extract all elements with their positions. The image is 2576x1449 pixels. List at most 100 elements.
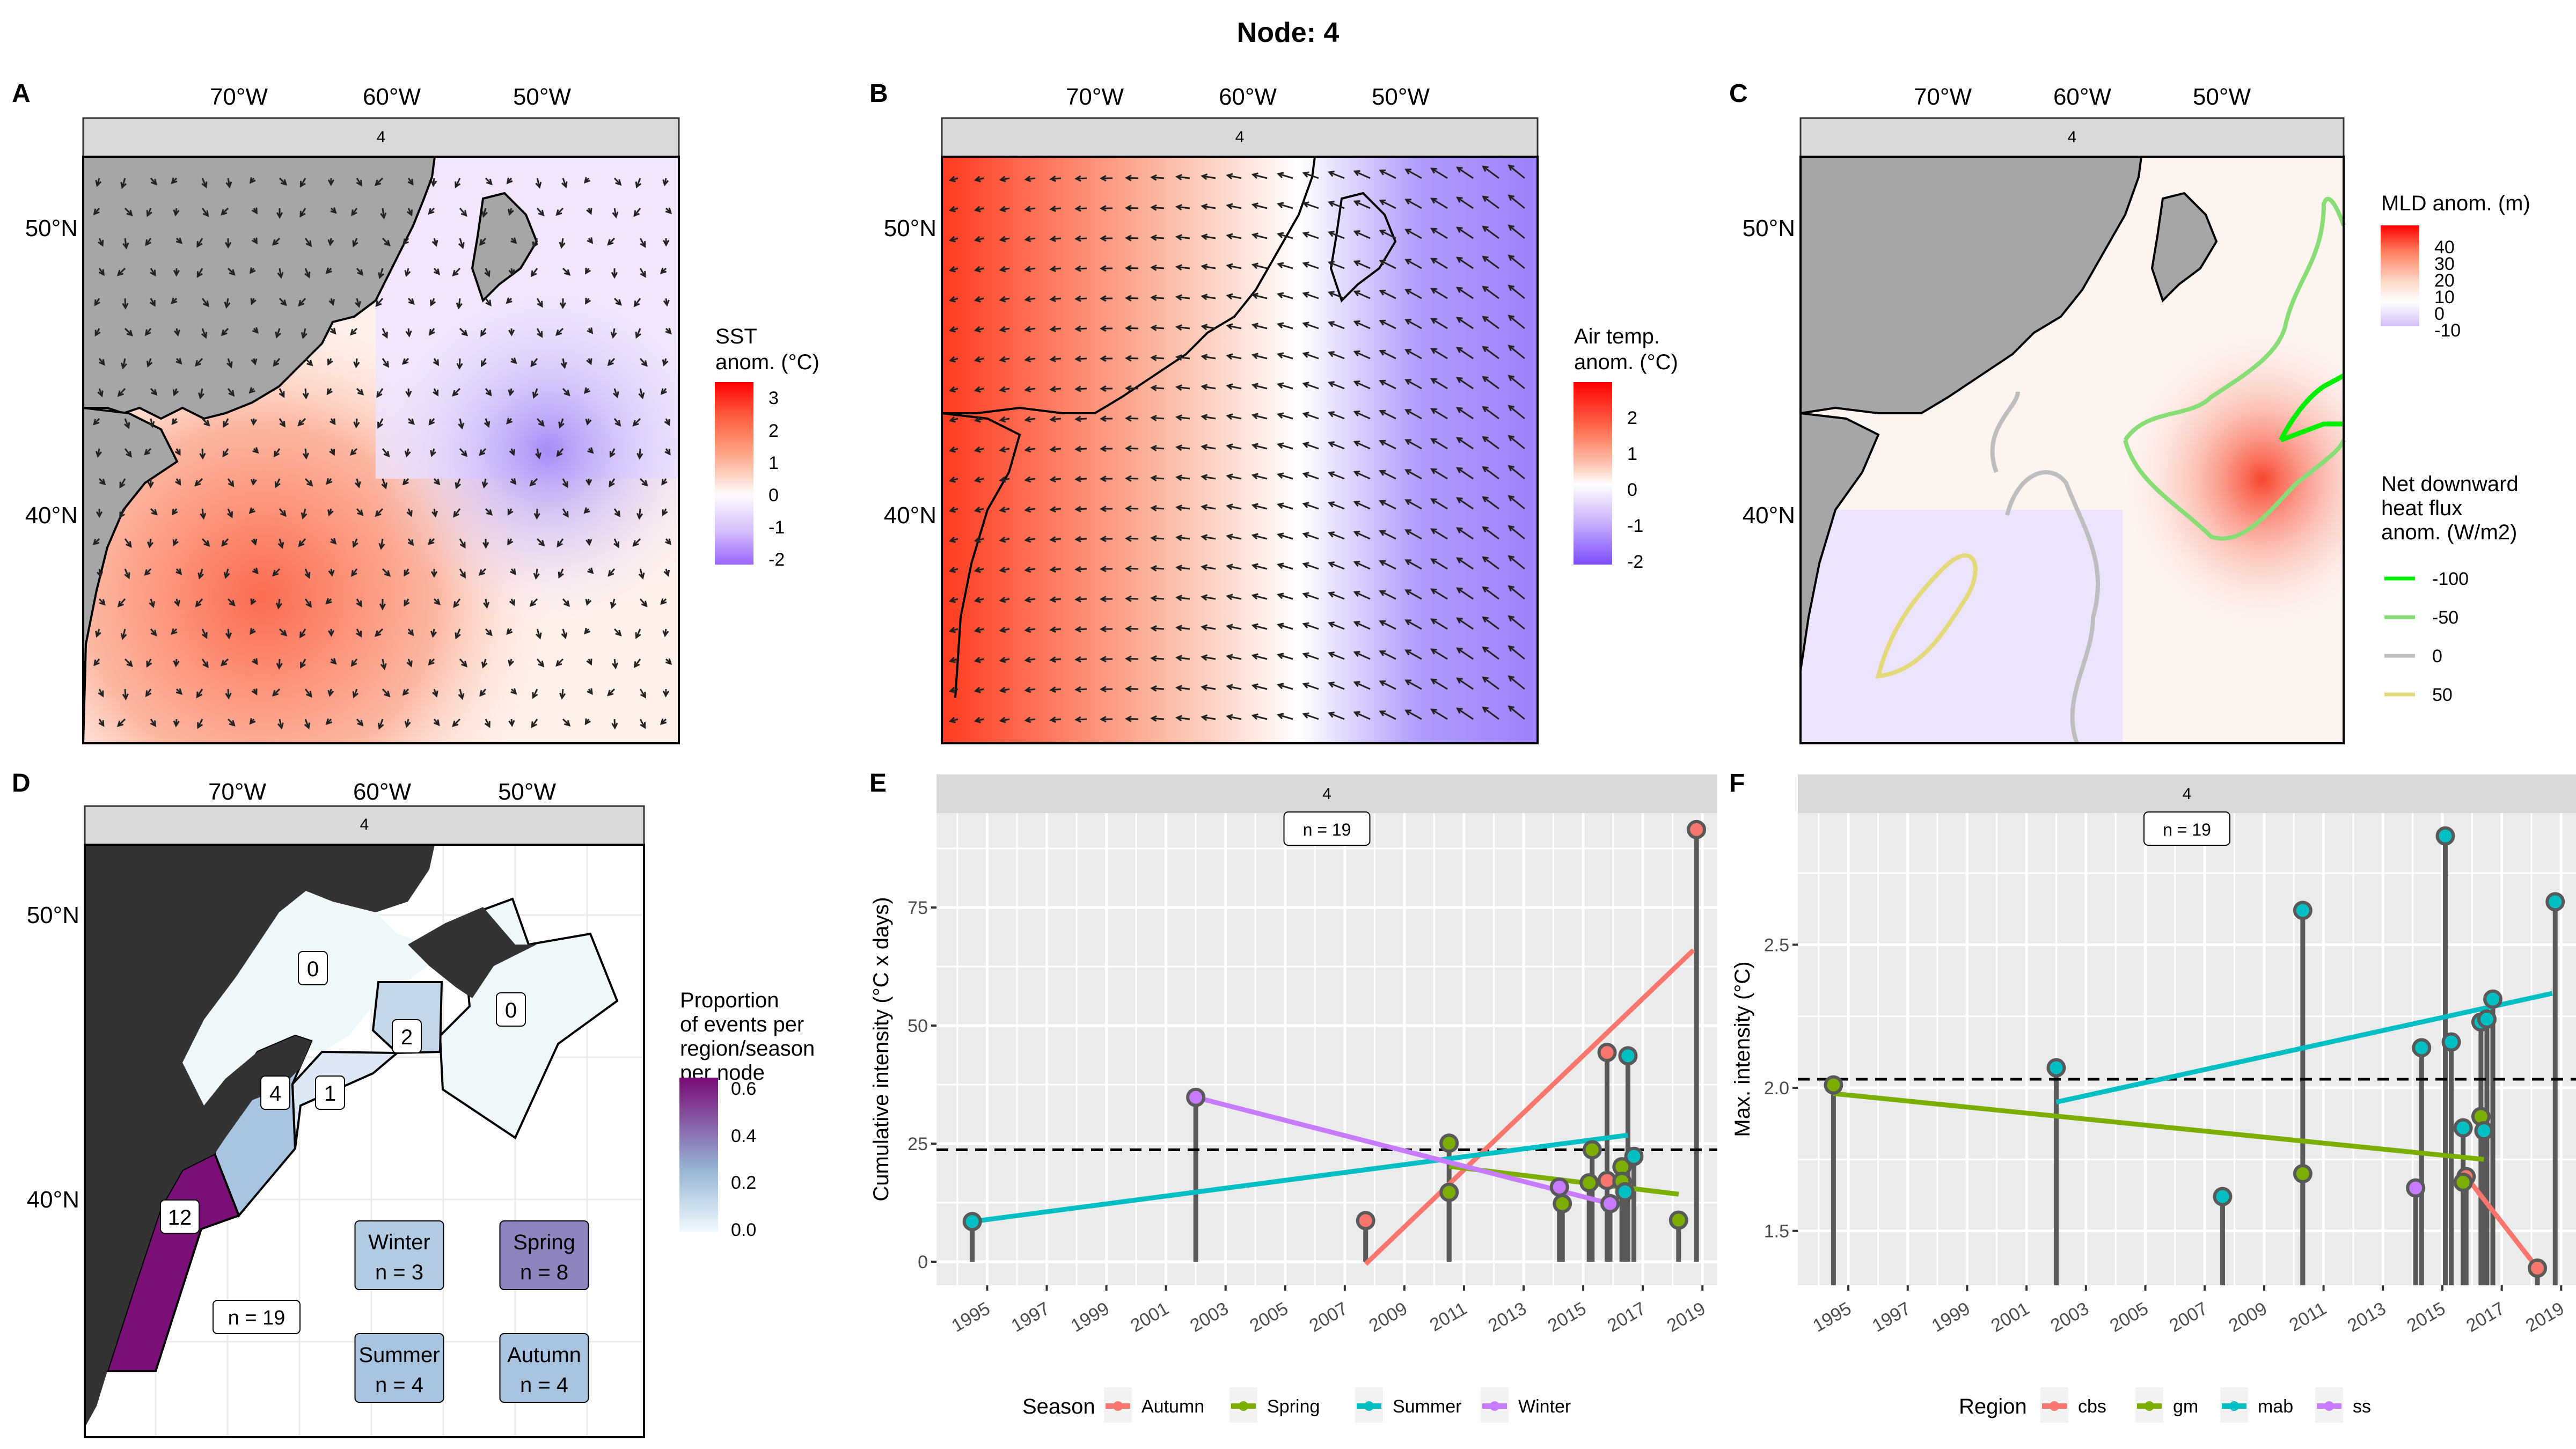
wind-arrow-head [1201,414,1208,421]
data-point-spring[interactable] [1439,1133,1459,1153]
y-tick-label: 2.0 [1764,1078,1789,1099]
wind-arrow [1457,317,1474,330]
wind-arrow-head [430,299,436,307]
wind-arrow-head [297,420,304,427]
wind-arrow-head [611,272,618,279]
data-point-spring[interactable] [1579,1173,1599,1193]
wind-arrow-head [375,300,382,308]
facet-label: 4 [2068,128,2077,146]
wind-arrow-head [610,602,617,609]
wind-arrow-head [641,360,648,367]
y-tick-label: 0 [918,1252,928,1272]
data-point-mab[interactable] [2474,1121,2494,1140]
wind-arrow-head [1507,555,1514,562]
data-point-ss[interactable] [2406,1178,2426,1198]
wind-arrow-head [1074,506,1081,513]
wind-arrow-head [537,331,543,338]
wind-arrow-head [1482,225,1489,232]
wind-arrow-head [1074,475,1081,482]
region-count-box [315,1075,345,1110]
wind-arrow-head [251,538,258,546]
data-point-winter[interactable] [1186,1087,1206,1107]
data-point-summer[interactable] [1615,1182,1635,1202]
wind-arrow [1380,260,1396,269]
data-point-cbs[interactable] [2528,1258,2548,1278]
wind-arrow-head [1226,293,1233,300]
wind-arrow-head [607,239,614,246]
wind-arrow [1176,296,1190,299]
wind-arrow-head [948,476,956,483]
total-count-label: n = 19 [213,1300,301,1334]
wind-arrow-head [1024,476,1031,483]
data-point-autumn[interactable] [1597,1043,1617,1063]
wind-arrow-head [482,541,489,549]
data-point-winter[interactable] [1549,1177,1569,1197]
wind-arrow-head [481,481,488,489]
wind-arrow-head [433,390,439,397]
wind-arrow-head [1175,444,1183,451]
wind-arrow [1051,357,1062,361]
data-point-autumn[interactable] [1687,819,1707,839]
wind-arrow-head [1507,164,1514,171]
wind-arrow-head [1277,472,1284,479]
wind-arrow-head [974,656,981,663]
data-point-gm[interactable] [2293,1164,2312,1183]
data-point-summer[interactable] [1624,1146,1644,1166]
wind-arrow-head [299,210,306,218]
wind-arrow-head [171,177,178,185]
data-point-spring[interactable] [1668,1210,1688,1230]
wind-arrow-head [330,327,336,335]
data-point-mab[interactable] [2213,1187,2233,1206]
wind-arrow [1329,261,1345,269]
data-point-winter[interactable] [1600,1194,1620,1213]
wind-arrow-head [196,240,203,248]
data-point-mab[interactable] [2441,1032,2461,1052]
wind-arrow [1508,646,1525,660]
data-point-gm[interactable] [2453,1173,2473,1192]
wind-arrow-head [430,571,438,578]
wind-arrow-head [408,298,415,305]
wind-arrow [1202,205,1216,209]
wind-arrow-head [272,239,279,246]
data-point-mab[interactable] [2477,1009,2497,1029]
wind-arrow-head [1251,172,1258,179]
wind-arrow-head [126,330,133,336]
legend-key-point [2145,1401,2154,1411]
wind-arrow [1354,441,1371,450]
wind-arrow-head [1150,204,1157,211]
data-point-autumn[interactable] [1356,1211,1375,1231]
wind-arrow-head [1456,437,1463,443]
data-point-mab[interactable] [2412,1038,2432,1058]
data-point-mab[interactable] [2483,989,2503,1009]
wind-arrow-head [194,360,202,367]
x-tick-label: 2017 [2463,1298,2508,1336]
data-point-mab[interactable] [2046,1058,2066,1078]
data-point-mab[interactable] [2545,892,2565,912]
legend-title: anom. (°C) [1574,350,1678,374]
data-point-mab[interactable] [2293,901,2312,920]
wind-arrow-head [558,421,565,429]
data-point-spring[interactable] [1553,1194,1572,1213]
data-point-mab[interactable] [2435,826,2455,846]
wind-arrow [1508,405,1525,420]
wind-arrow [1126,387,1139,390]
data-point-summer[interactable] [1618,1046,1638,1066]
wind-arrow-head [1379,199,1386,206]
data-point-gm[interactable] [1824,1075,1843,1095]
trend-line-autumn [1364,948,1695,1266]
wind-arrow-head [1327,291,1335,297]
wind-arrow-head [1201,324,1208,331]
wind-arrow-head [1456,647,1463,654]
wind-arrow-head [479,449,486,456]
data-point-spring[interactable] [1582,1140,1602,1160]
wind-arrow-head [1327,321,1335,327]
wind-arrow-head [1074,265,1081,272]
wind-arrow-head [116,269,124,276]
wind-arrow-head [1482,526,1489,533]
wind-arrow-head [662,359,669,367]
data-point-spring[interactable] [1439,1182,1459,1202]
wind-arrow-head [586,479,592,486]
data-point-mab[interactable] [2453,1118,2473,1138]
data-point-summer[interactable] [962,1212,982,1232]
wind-arrow [1354,501,1371,510]
